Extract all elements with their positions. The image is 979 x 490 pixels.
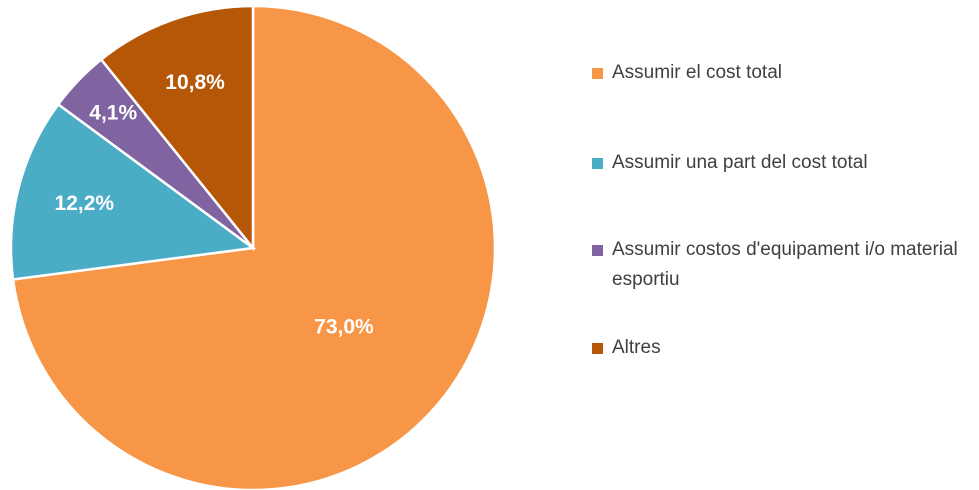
pie-slice	[9, 102, 257, 281]
legend-label: Assumir costos d'equipament i/o material…	[612, 239, 958, 290]
pie-slice	[99, 4, 255, 252]
legend-item: Altres	[592, 333, 977, 363]
legend-swatch	[592, 158, 603, 169]
legend-item: Assumir el cost total	[592, 58, 977, 88]
data-label: 73,0%	[314, 315, 374, 338]
data-label: 10,8%	[165, 71, 225, 94]
data-label: 4,1%	[89, 102, 137, 125]
legend-label: Assumir el cost total	[612, 62, 782, 83]
legend-item: Assumir una part del cost total	[592, 148, 977, 178]
legend-label: Assumir una part del cost total	[612, 152, 868, 173]
legend-item: Assumir costos d'equipament i/o material…	[592, 235, 977, 295]
legend-swatch	[592, 68, 603, 79]
legend-label: Altres	[612, 337, 661, 358]
data-label: 12,2%	[55, 192, 115, 215]
legend-swatch	[592, 343, 603, 354]
legend-swatch	[592, 245, 603, 256]
